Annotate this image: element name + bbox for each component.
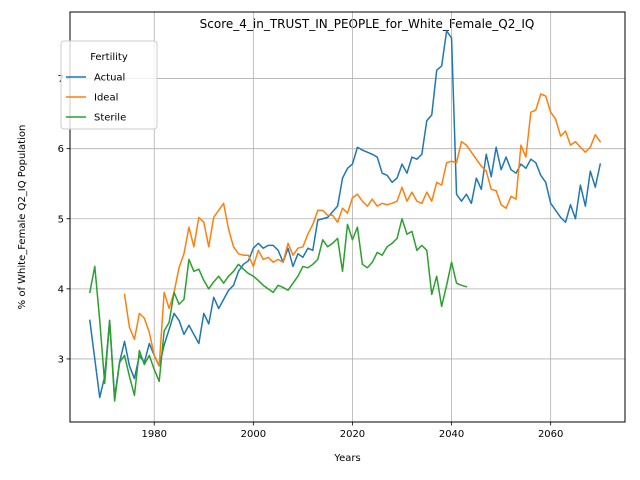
y-tick-label: 6 [58, 144, 64, 155]
y-tick-label: 4 [58, 284, 64, 295]
x-axis: 1980 2000 2020 2040 2060 [142, 422, 563, 440]
series-layer [88, 30, 602, 402]
x-tick-label: 2040 [439, 429, 464, 440]
legend-entries: Actual Ideal Sterile [66, 73, 126, 124]
x-tick-label: 2060 [538, 429, 563, 440]
legend-label-sterile: Sterile [94, 113, 126, 124]
legend: Fertility Actual Ideal Sterile [60, 40, 158, 130]
legend-box [60, 40, 158, 130]
y-axis-label: % of White_Female Q2_IQ Population [17, 125, 28, 310]
x-tick-label: 2000 [241, 429, 266, 440]
series-line-actual [88, 30, 602, 399]
series-line-ideal [123, 93, 602, 367]
legend-label-actual: Actual [94, 73, 125, 84]
x-tick-label: 1980 [142, 429, 167, 440]
legend-label-ideal: Ideal [94, 93, 118, 104]
chart-title: Score_4_in_TRUST_IN_PEOPLE_for_White_Fem… [200, 17, 535, 31]
grid [70, 12, 625, 422]
y-tick-label: 5 [58, 214, 64, 225]
x-tick-label: 2020 [340, 429, 365, 440]
y-tick-label: 3 [58, 354, 64, 365]
legend-title: Fertility [90, 52, 128, 63]
x-axis-label: Years [333, 453, 360, 464]
plot-frame [69, 11, 626, 423]
series-line-sterile [88, 218, 468, 402]
